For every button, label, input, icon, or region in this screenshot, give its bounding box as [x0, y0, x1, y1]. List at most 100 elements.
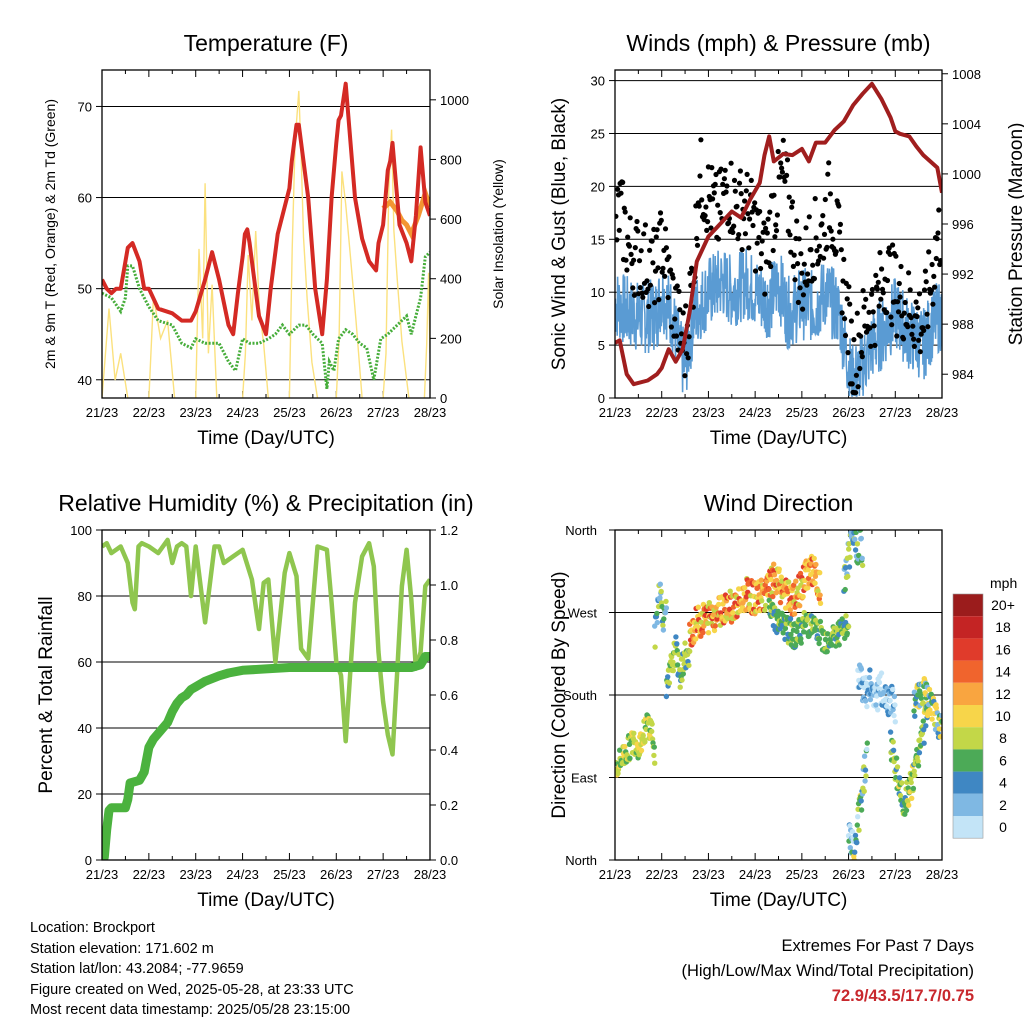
direction-point — [858, 807, 865, 813]
temperature-ytick-label-0: 40 — [78, 373, 92, 388]
speed-legend-swatch-4 — [953, 682, 983, 705]
solar-insolation-line-6 — [382, 129, 410, 398]
gust-point — [698, 137, 704, 143]
direction-point — [788, 631, 794, 638]
speed-legend-swatch-10 — [953, 816, 983, 839]
direction-point — [858, 535, 864, 542]
gust-point — [911, 336, 917, 342]
direction-point — [863, 773, 869, 779]
direction-point — [770, 593, 776, 600]
winds-ytick-right-label-3: 996 — [952, 217, 974, 232]
gust-point — [805, 271, 811, 277]
direction-track-9 — [911, 676, 942, 740]
direction-point — [816, 636, 823, 642]
gust-point — [800, 292, 807, 298]
winds-ytick-label-3: 15 — [591, 232, 605, 247]
gust-point — [855, 384, 861, 390]
gust-point — [778, 160, 784, 166]
gust-point — [739, 247, 745, 253]
direction-point — [864, 746, 870, 753]
direction-track-0 — [615, 712, 658, 778]
gust-point — [764, 230, 770, 236]
direction-point — [867, 696, 874, 703]
gust-point — [844, 296, 850, 302]
gust-point — [631, 257, 637, 263]
gust-point — [826, 160, 832, 166]
direction-point — [846, 546, 852, 552]
direction-ytick-label-0: North — [565, 853, 597, 868]
gust-point — [616, 227, 622, 233]
direction-point — [730, 610, 736, 616]
temperature-title: Temperature (F) — [184, 30, 349, 56]
gust-point — [680, 310, 686, 316]
direction-point — [677, 667, 683, 673]
direction-point — [622, 743, 628, 750]
temp-2m-line — [102, 81, 430, 337]
gust-point — [878, 296, 884, 302]
gust-point — [929, 261, 935, 268]
gust-point — [884, 309, 890, 316]
gust-point — [696, 203, 702, 209]
direction-point — [651, 744, 657, 750]
humidity-ylabel: Percent & Total Rainfall — [36, 596, 57, 793]
winds-ytick-label-5: 25 — [591, 126, 605, 141]
gust-point — [779, 165, 785, 171]
direction-point — [855, 560, 861, 566]
gust-point — [736, 180, 743, 186]
gust-point — [745, 211, 751, 217]
direction-ylabel: Direction (Colored By Speed) — [549, 571, 570, 818]
gust-point — [673, 333, 680, 339]
dewpoint-line — [102, 251, 430, 390]
direction-point — [658, 588, 664, 595]
direction-point — [862, 698, 869, 704]
gust-point — [657, 210, 664, 216]
gust-point — [760, 229, 766, 235]
humidity-ytick-label-5: 100 — [70, 523, 92, 538]
temperature-plot-frame — [101, 69, 431, 399]
humidity-ytick-right-label-0: 0.0 — [440, 853, 458, 868]
station-latlon: Station lat/lon: 43.2084; -77.9659 — [30, 961, 244, 977]
direction-point — [782, 625, 789, 632]
direction-point — [864, 703, 870, 710]
direction-xtick-label-7: 28/23 — [926, 867, 959, 882]
temperature-xtick-label-5: 26/23 — [320, 405, 353, 420]
gust-point — [731, 223, 737, 229]
direction-point — [649, 736, 656, 742]
speed-legend-swatch-0 — [953, 594, 983, 617]
direction-point — [759, 598, 765, 604]
gust-point — [761, 220, 767, 226]
gust-point — [877, 250, 883, 256]
extremes-box: Extremes For Past 7 Days (High/Low/Max W… — [681, 934, 974, 1009]
direction-point — [897, 792, 904, 799]
direction-xtick-label-5: 26/23 — [832, 867, 865, 882]
direction-point — [649, 721, 655, 727]
gust-point — [869, 286, 876, 293]
gust-point — [752, 268, 759, 274]
direction-point — [864, 740, 870, 746]
temperature-ytick-right-label-0: 0 — [440, 391, 447, 406]
direction-point — [836, 642, 842, 648]
winds-xtick-label-3: 24/23 — [739, 405, 772, 420]
gust-point — [748, 177, 754, 183]
direction-point — [855, 814, 861, 820]
direction-xtick-label-3: 24/23 — [739, 867, 772, 882]
direction-point — [892, 719, 898, 725]
gust-point — [791, 252, 797, 258]
direction-point — [663, 693, 670, 700]
direction-point — [912, 713, 918, 719]
gust-point — [799, 270, 805, 276]
gust-point — [620, 179, 626, 185]
direction-point — [652, 644, 658, 650]
temperature-plot-area — [102, 81, 430, 398]
speed-legend-label-2: 16 — [995, 641, 1011, 657]
gust-point — [759, 238, 765, 244]
gust-point — [678, 331, 685, 337]
direction-point — [771, 561, 777, 567]
temperature-ytick-right-label-4: 800 — [440, 152, 462, 167]
direction-point — [854, 822, 860, 828]
direction-track-3 — [687, 553, 824, 648]
gust-point — [720, 181, 726, 187]
gust-point — [839, 310, 845, 316]
gust-point — [686, 334, 692, 340]
gust-point — [857, 365, 863, 372]
